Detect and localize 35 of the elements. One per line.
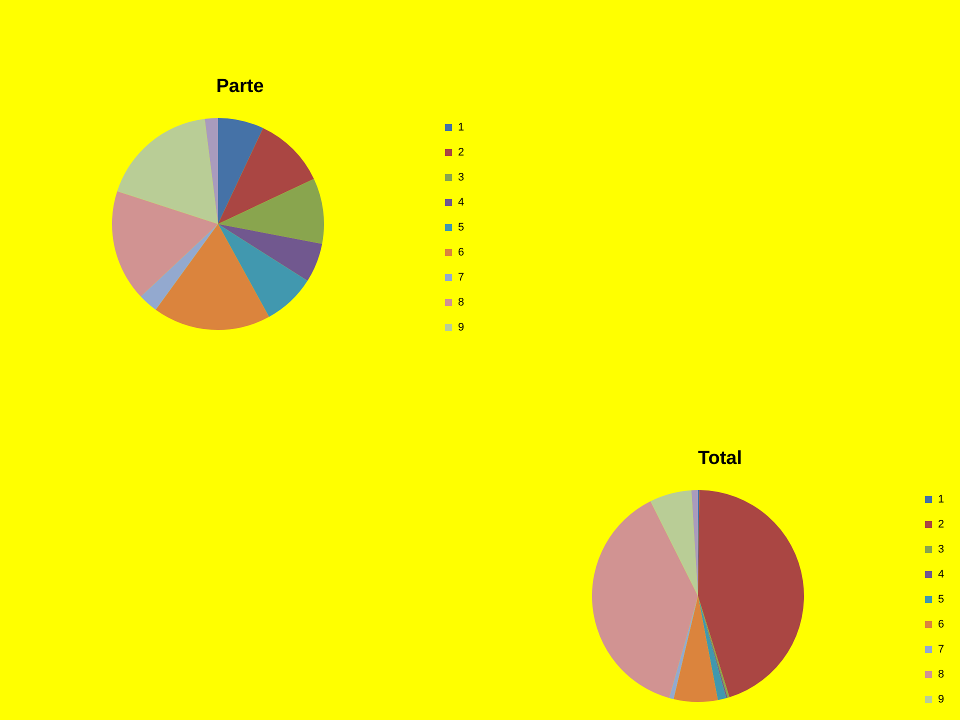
legend-label: 9 [458,322,464,334]
legend-label: 7 [938,644,944,656]
legend-label: 6 [458,246,464,258]
pie-slice [204,118,218,224]
legend-label: 2 [938,518,944,530]
legend-label: 4 [458,196,464,208]
legend-label: 9 [938,694,944,706]
pie-slice [218,118,264,224]
pie-slice [218,224,308,317]
pie-slice [218,224,322,281]
pie-slice [674,596,718,702]
legend-label: 6 [938,618,944,630]
legend-label: 1 [938,494,944,506]
legend-label: 1 [458,122,464,134]
legend-label: 4 [938,568,944,580]
pie-slice [218,128,314,224]
pie-slice [140,224,218,310]
legend-label: 8 [458,296,464,308]
legend-label: 3 [458,172,464,184]
legend-label: 2 [458,146,464,158]
legend-label: 7 [458,272,464,284]
legend-label: 5 [458,222,464,234]
legend-label: 8 [938,668,944,680]
pie-slice [156,224,270,330]
pie-slice [592,501,698,698]
legend-label: 3 [938,544,944,556]
pie-slice [650,490,698,596]
pie-slice [112,191,218,297]
chart-title: Parte [216,76,264,97]
legend-label: 5 [938,594,944,606]
pie-slice [698,490,804,698]
chart-title: Total [698,448,742,469]
pie-slice [117,118,218,224]
pie-slice [669,596,698,700]
pie-slice [218,178,324,244]
